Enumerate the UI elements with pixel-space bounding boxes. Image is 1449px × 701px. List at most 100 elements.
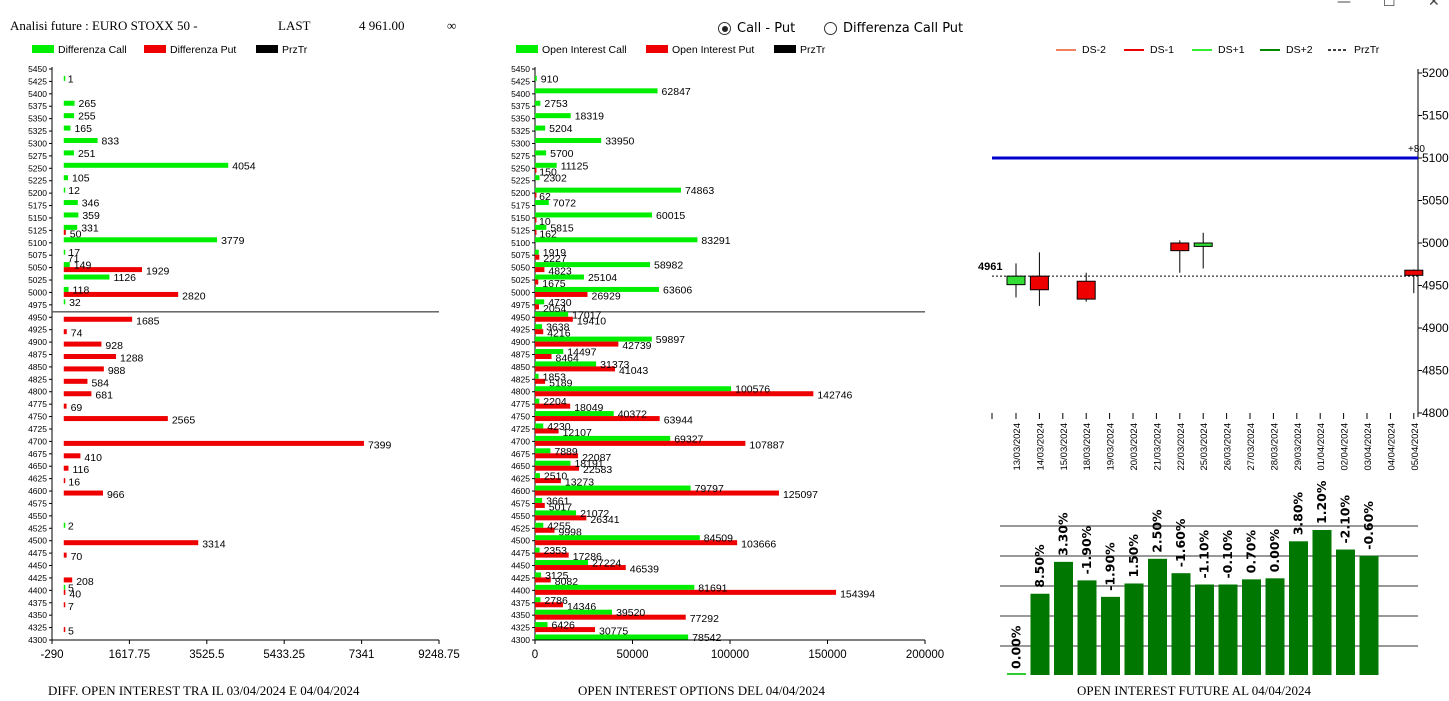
- chart1-call-bar: [63, 224, 78, 230]
- radio-diff-call-put[interactable]: Differenza Call Put: [824, 21, 963, 36]
- chart1-put-bar: [63, 229, 66, 235]
- radio-call-put-dot[interactable]: [718, 22, 731, 35]
- chart2-call-label: 17017: [572, 309, 601, 321]
- chart2-call-label: 7072: [553, 198, 577, 210]
- chart1-call-bar: [63, 522, 66, 528]
- minimize-icon[interactable]: —: [1337, 0, 1351, 10]
- chart2-y-tick-label: 4700: [511, 436, 530, 446]
- chart1-y-tick-label: 4475: [28, 548, 47, 558]
- chart2-call-label: 4730: [548, 297, 572, 309]
- chart1-call-bar: [63, 237, 218, 243]
- chart1-put-bar: [63, 267, 143, 273]
- chart1-call-label: 255: [78, 111, 96, 123]
- chart1-call-bar: [63, 150, 74, 156]
- chart1-y-tick-label: 5350: [28, 114, 47, 124]
- chart4-bar: [1312, 530, 1332, 675]
- chart2-call-bar: [535, 274, 584, 280]
- chart1-put-bar: [63, 453, 81, 459]
- chart3-legend-label-4: PrzTr: [1354, 44, 1380, 56]
- chart2-call-bar: [535, 336, 652, 342]
- chart2-put-label: 22583: [583, 464, 612, 476]
- chart1-call-label: 4054: [232, 160, 256, 172]
- chart2-put-bar: [535, 267, 545, 273]
- chart3-y-tick-label: 5200: [1422, 66, 1449, 80]
- chart1-y-tick-label: 5025: [28, 275, 47, 285]
- chart2-y-tick-label: 4575: [511, 498, 530, 508]
- chart2-call-bar: [535, 299, 545, 305]
- chart1-call-label: 2: [68, 520, 74, 532]
- chart1-y-tick-label: 5125: [28, 225, 47, 235]
- chart1-y-tick-label: 4925: [28, 325, 47, 335]
- chart2-x-tick-label: 50000: [617, 649, 649, 661]
- chart2-y-tick-label: 5150: [511, 213, 530, 223]
- chart2-call-bar: [535, 597, 541, 603]
- chart1-put-bar: [63, 366, 104, 372]
- chart1-put-label: 7399: [368, 439, 392, 451]
- chart2-put-label: 10: [539, 216, 551, 228]
- chart3-x-tick-label: 03/04/2024: [1363, 423, 1374, 471]
- chart1-y-tick-label: 4350: [28, 610, 47, 620]
- chart2-call-label: 78542: [692, 632, 721, 644]
- chart2-y-tick-label: 4850: [511, 362, 530, 372]
- chart2-put-bar: [535, 627, 596, 633]
- chart1-y-tick-label: 5250: [28, 163, 47, 173]
- chart2-call-bar: [535, 547, 540, 553]
- chart1-put-bar: [63, 440, 364, 446]
- chart1-call-label: 32: [69, 297, 81, 309]
- chart2-call-label: 3638: [546, 322, 570, 334]
- chart1-y-tick-label: 4525: [28, 523, 47, 533]
- chart1-put-bar: [63, 354, 117, 359]
- chart2-call-bar: [535, 237, 698, 243]
- chart3-x-tick-label: 15/03/2024: [1059, 423, 1070, 471]
- chart1-put-bar: [63, 416, 168, 422]
- chart2-y-tick-label: 5400: [511, 89, 530, 99]
- chart2-call-label: 79797: [695, 483, 724, 495]
- chart1-call-label: 165: [74, 123, 92, 135]
- chart1-y-tick-label: 5375: [28, 101, 47, 111]
- chart1-put-bar: [63, 378, 88, 384]
- radio-diff-call-put-dot[interactable]: [824, 22, 837, 35]
- chart1-put-label: 410: [84, 452, 102, 464]
- chart2-y-tick-label: 4825: [511, 374, 530, 384]
- chart1-y-tick-label: 5075: [28, 250, 47, 260]
- chart2-y-tick-label: 5075: [511, 250, 530, 260]
- chart4-bar-label: 2.50%: [1150, 509, 1165, 553]
- chart1-y-tick-label: 5400: [28, 89, 47, 99]
- chart1-put-label: 116: [72, 464, 89, 476]
- radio-call-put[interactable]: Call - Put: [718, 21, 795, 36]
- chart1-call-bar: [63, 299, 66, 305]
- chart3-candle-body: [1193, 242, 1213, 247]
- chart2-put-label: 22087: [582, 452, 611, 464]
- chart1-y-tick-label: 4800: [28, 387, 47, 397]
- chart2-call-bar: [535, 584, 695, 590]
- chart1-call-bar: [63, 113, 75, 119]
- chart2-y-tick-label: 5100: [511, 238, 530, 248]
- chart2-put-label: 62: [539, 191, 551, 203]
- maximize-icon[interactable]: ☐: [1383, 0, 1396, 10]
- chart4-bar: [1077, 580, 1097, 675]
- chart1-call-label: 17: [68, 247, 80, 259]
- chart2-call-label: 7889: [554, 446, 578, 458]
- chart1-call-bar: [63, 249, 66, 255]
- chart2-call-bar: [535, 286, 660, 292]
- chart2-y-tick-label: 5200: [511, 188, 530, 198]
- close-icon[interactable]: ✕: [1428, 0, 1440, 10]
- chart1-call-bar: [63, 75, 66, 81]
- last-label: LAST: [278, 18, 311, 33]
- chart2-call-bar: [535, 510, 577, 516]
- chart2-call-bar: [535, 386, 732, 392]
- chart1-title: DIFF. OPEN INTEREST TRA IL 03/04/2024 E …: [48, 683, 360, 698]
- chart1-put-bar: [63, 403, 67, 409]
- chart1-y-tick-label: 4825: [28, 374, 47, 384]
- chart2-put-bar: [535, 391, 814, 397]
- chart1-x-tick-label: 7341: [349, 649, 375, 661]
- chart2-call-label: 2353: [544, 545, 568, 557]
- chart4-bar: [1265, 578, 1285, 675]
- chart1-y-tick-label: 4750: [28, 412, 47, 422]
- chart2-call-label: 910: [541, 73, 559, 85]
- chart2-call-bar: [535, 100, 541, 106]
- chart2-put-bar: [535, 354, 552, 359]
- chart2-call-bar: [535, 535, 700, 541]
- chart1-y-tick-label: 5225: [28, 176, 47, 186]
